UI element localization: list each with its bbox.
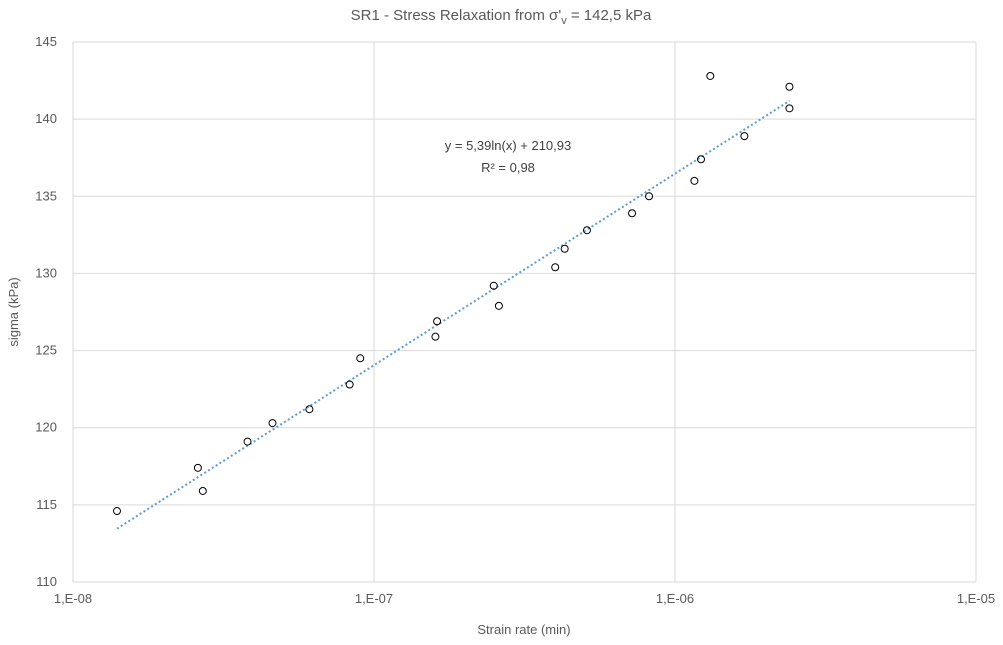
data-point bbox=[433, 317, 442, 326]
data-point bbox=[356, 354, 365, 363]
data-point bbox=[628, 209, 637, 218]
chart-title-subscript: v bbox=[561, 15, 567, 27]
data-point bbox=[696, 155, 705, 164]
data-point bbox=[198, 486, 207, 495]
y-axis-label: sigma (kPa) bbox=[6, 277, 21, 346]
trendline-layer bbox=[116, 100, 790, 530]
x-tick-label: 1,E-05 bbox=[957, 591, 995, 606]
y-tick-label: 140 bbox=[35, 111, 57, 126]
x-tick-label: 1,E-07 bbox=[355, 591, 393, 606]
data-point bbox=[582, 226, 591, 235]
trendline-equation: y = 5,39ln(x) + 210,93 bbox=[445, 138, 571, 153]
data-point bbox=[551, 263, 560, 272]
y-tick-label: 145 bbox=[35, 34, 57, 49]
data-point bbox=[112, 507, 121, 516]
trendline-r2: R² = 0,98 bbox=[481, 160, 535, 175]
x-axis-label: Strain rate (min) bbox=[477, 622, 570, 637]
data-point bbox=[345, 380, 354, 389]
data-point bbox=[785, 82, 794, 91]
tick-labels: 110 115 120 125 130 135 140 145 1,E-08 1,E-07 1,E-… bbox=[35, 34, 995, 606]
data-point bbox=[268, 419, 277, 428]
data-point bbox=[740, 132, 749, 141]
y-tick-label: 120 bbox=[35, 420, 57, 435]
y-tick-label: 115 bbox=[36, 497, 57, 512]
data-point bbox=[690, 176, 699, 185]
gridlines bbox=[72, 41, 977, 583]
data-point bbox=[305, 405, 314, 414]
data-point bbox=[785, 104, 794, 113]
data-point bbox=[560, 244, 569, 253]
x-tick-label: 1,E-08 bbox=[54, 591, 92, 606]
data-point bbox=[243, 437, 252, 446]
data-points bbox=[112, 71, 794, 516]
chart-title-tail: = 142,5 kPa bbox=[567, 7, 652, 24]
data-point bbox=[706, 71, 715, 80]
data-point bbox=[431, 332, 440, 341]
data-point bbox=[489, 281, 498, 290]
data-point bbox=[494, 301, 503, 310]
y-tick-label: 125 bbox=[35, 343, 57, 358]
y-tick-label: 135 bbox=[35, 188, 57, 203]
data-point bbox=[193, 463, 202, 472]
y-tick-label: 130 bbox=[35, 265, 57, 280]
trendline bbox=[116, 100, 790, 530]
chart-title-main: SR1 - Stress Relaxation from σ' bbox=[351, 7, 562, 24]
y-tick-label: 110 bbox=[36, 574, 57, 589]
chart-title: SR1 - Stress Relaxation from σ'v = 142,5… bbox=[351, 7, 652, 27]
data-point bbox=[645, 192, 654, 201]
x-tick-label: 1,E-06 bbox=[656, 591, 694, 606]
